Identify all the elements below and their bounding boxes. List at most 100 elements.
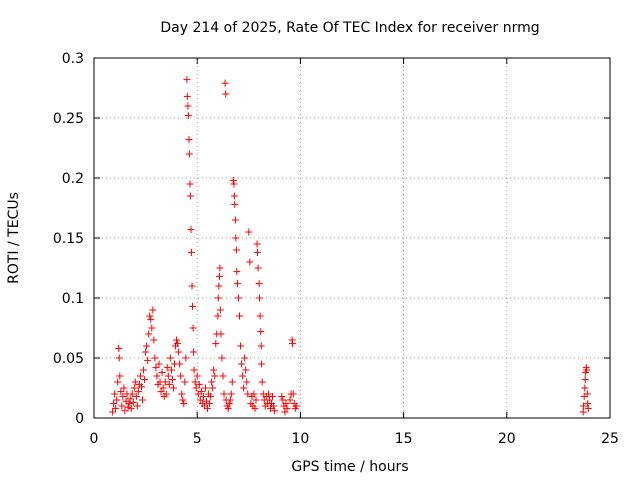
data-point — [197, 388, 205, 396]
data-point — [220, 390, 228, 398]
data-point — [151, 354, 159, 362]
data-point — [584, 400, 592, 408]
data-point — [208, 378, 216, 386]
data-point — [264, 390, 272, 398]
data-point — [232, 234, 240, 242]
data-point — [217, 330, 225, 338]
data-point — [256, 312, 264, 320]
data-point — [218, 354, 226, 362]
data-point — [120, 384, 128, 392]
chart-title: Day 214 of 2025, Rate Of TEC Index for r… — [160, 20, 539, 36]
data-point — [168, 376, 176, 384]
data-point — [224, 404, 232, 412]
data-point — [228, 378, 236, 386]
data-point — [186, 180, 194, 188]
data-point — [155, 360, 163, 368]
data-point — [243, 378, 251, 386]
data-point — [265, 396, 273, 404]
data-point — [134, 388, 142, 396]
data-point — [207, 392, 215, 400]
data-point — [283, 404, 291, 412]
data-point — [215, 282, 223, 290]
data-point — [229, 176, 237, 184]
x-tick-label: 5 — [193, 431, 202, 447]
data-point — [254, 264, 262, 272]
data-point — [184, 112, 192, 120]
data-point — [183, 92, 191, 100]
y-tick-label: 0.3 — [62, 51, 84, 67]
data-point — [253, 240, 261, 248]
data-point — [140, 366, 148, 374]
data-point — [216, 306, 224, 314]
data-point — [216, 264, 224, 272]
data-point — [187, 226, 195, 234]
data-point — [226, 396, 234, 404]
data-point — [289, 340, 297, 348]
data-point — [141, 376, 149, 384]
data-point — [251, 404, 259, 412]
data-point — [139, 396, 147, 404]
y-tick-label: 0.2 — [62, 171, 84, 187]
x-tick-label: 25 — [601, 431, 619, 447]
data-point — [189, 348, 197, 356]
data-point — [245, 228, 253, 236]
data-point — [193, 372, 201, 380]
data-point — [230, 180, 238, 188]
data-point — [231, 200, 239, 208]
data-point — [186, 192, 194, 200]
data-point — [227, 390, 235, 398]
data-point — [150, 336, 158, 344]
data-point — [246, 258, 254, 266]
data-point — [178, 390, 186, 398]
data-point — [126, 395, 134, 403]
data-points — [109, 76, 592, 416]
data-point — [176, 360, 184, 368]
data-point — [250, 390, 258, 398]
data-point — [174, 340, 182, 348]
data-point — [204, 404, 212, 412]
data-point — [125, 400, 133, 408]
data-point — [271, 407, 279, 415]
data-point — [282, 400, 290, 408]
data-point — [137, 383, 145, 391]
data-point — [210, 366, 218, 374]
data-point — [238, 360, 246, 368]
data-point — [142, 348, 150, 356]
data-point — [234, 294, 242, 302]
data-point — [165, 380, 173, 388]
data-point — [214, 294, 222, 302]
data-point — [258, 378, 266, 386]
data-point — [115, 354, 123, 362]
data-point — [116, 372, 124, 380]
data-point — [132, 392, 140, 400]
data-point — [118, 402, 126, 410]
x-tick-label: 0 — [90, 431, 99, 447]
grid-lines — [94, 58, 610, 418]
data-point — [183, 76, 191, 84]
data-point — [184, 102, 192, 110]
x-tick-label: 20 — [498, 431, 516, 447]
data-point — [175, 348, 183, 356]
data-point — [149, 306, 157, 314]
data-point — [219, 372, 227, 380]
data-point — [187, 248, 195, 256]
data-point — [252, 396, 260, 404]
data-point — [579, 408, 587, 416]
data-point — [185, 150, 193, 158]
data-point — [192, 384, 200, 392]
data-point — [255, 280, 263, 288]
data-point — [279, 396, 287, 404]
data-point — [129, 398, 137, 406]
data-point — [185, 136, 193, 144]
data-point — [158, 368, 166, 376]
data-point — [581, 384, 589, 392]
data-point — [211, 372, 219, 380]
data-point — [583, 366, 591, 374]
data-point — [162, 390, 170, 398]
y-axis-label: ROTI / TECUs — [6, 192, 22, 284]
data-point — [153, 372, 161, 380]
x-tick-label: 10 — [291, 431, 309, 447]
data-point — [212, 340, 220, 348]
data-point — [109, 408, 117, 416]
data-point — [169, 384, 177, 392]
